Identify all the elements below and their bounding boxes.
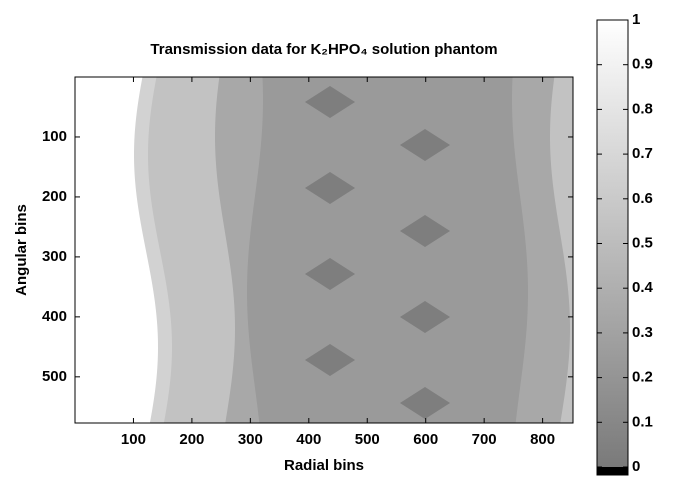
y-tick-label: 200 [42, 188, 67, 205]
x-axis-label: Radial bins [284, 457, 364, 474]
x-tick-label: 400 [296, 431, 321, 448]
image-region [305, 344, 355, 376]
image-region [305, 258, 355, 290]
image-region [400, 215, 450, 247]
colorbar [597, 20, 628, 467]
y-axis-label: Angular bins [13, 204, 30, 296]
axes-frame [74, 76, 574, 424]
colorbar-tick-label: 0.6 [632, 190, 653, 207]
x-tick-label: 100 [121, 431, 146, 448]
image-region [305, 172, 355, 204]
colorbar-tick-label: 0.3 [632, 324, 653, 341]
colorbar-frame [596, 19, 629, 476]
image-region [400, 387, 450, 419]
colorbar-tick-label: 0.9 [632, 56, 653, 73]
image-region [400, 129, 450, 161]
colorbar-tick-label: 1 [632, 11, 640, 28]
colorbar-tick-label: 0.5 [632, 234, 653, 251]
y-tick-label: 100 [42, 128, 67, 145]
colorbar-end [597, 467, 628, 475]
x-tick-label: 300 [238, 431, 263, 448]
colorbar-tick-label: 0.4 [632, 279, 654, 296]
y-tick-label: 300 [42, 248, 67, 265]
x-tick-label: 600 [413, 431, 438, 448]
image [134, 77, 573, 423]
colorbar-tick-label: 0.2 [632, 369, 653, 386]
image-region [305, 86, 355, 118]
colorbar-tick-label: 0.8 [632, 100, 653, 117]
x-tick-label: 800 [530, 431, 555, 448]
x-tick-label: 200 [179, 431, 204, 448]
colorbar-tick-label: 0.7 [632, 145, 653, 162]
colorbar-tick-label: 0.1 [632, 413, 653, 430]
image-region [247, 77, 528, 423]
image-region [400, 301, 450, 333]
y-tick-label: 500 [42, 368, 67, 385]
x-tick-label: 700 [472, 431, 497, 448]
colorbar-tick-label: 0 [632, 458, 640, 475]
y-tick-label: 400 [42, 308, 67, 325]
x-tick-label: 500 [355, 431, 380, 448]
chart-title: Transmission data for K₂HPO₄ solution ph… [150, 41, 497, 58]
